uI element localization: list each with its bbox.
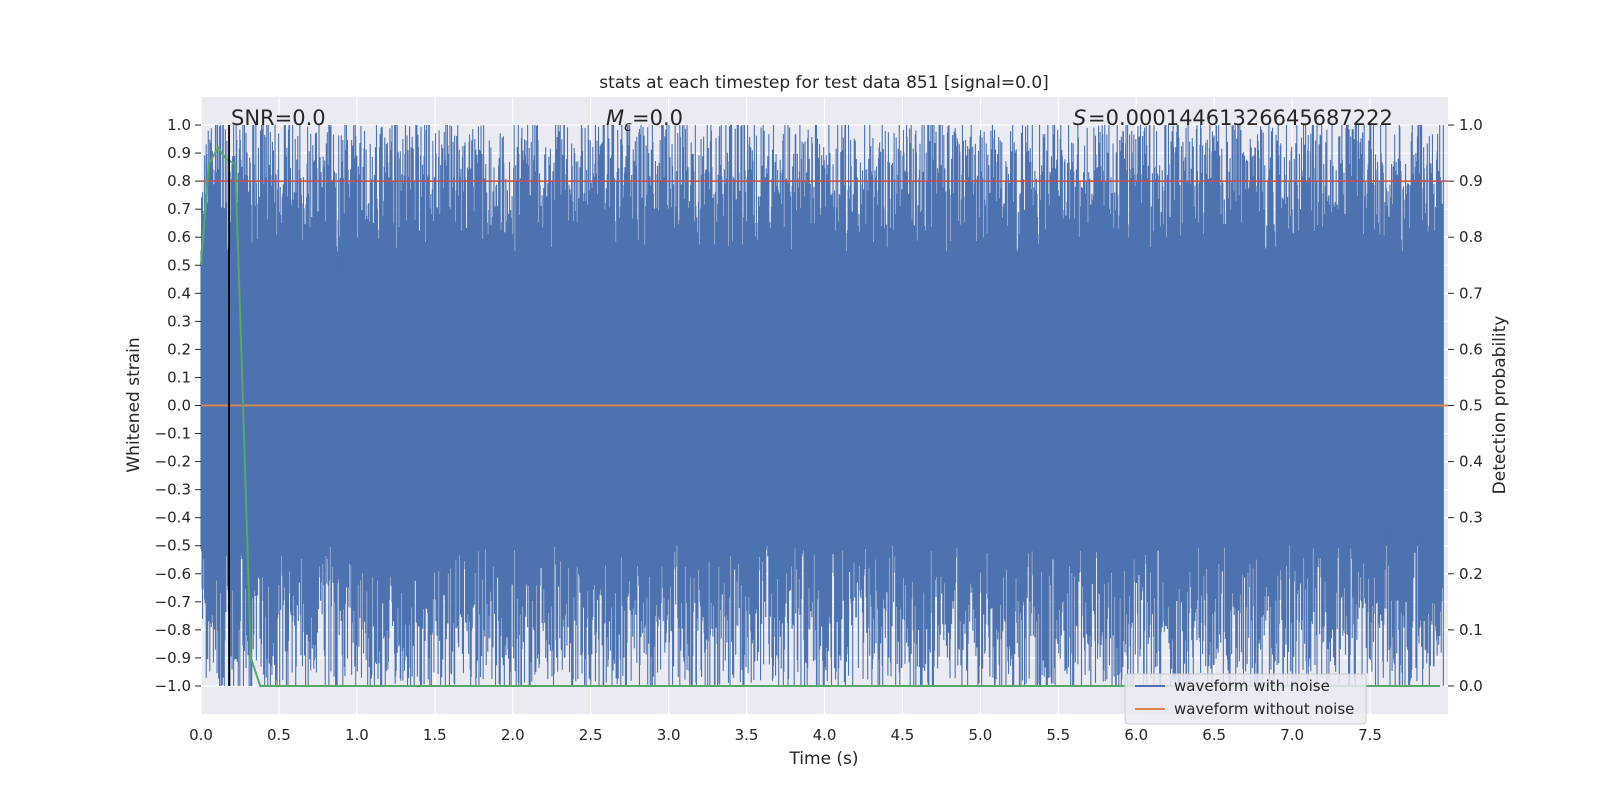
y-tick-label: −1.0 <box>155 677 191 695</box>
y-tick-label: 0.0 <box>167 397 191 415</box>
chart-title: stats at each timestep for test data 851… <box>599 73 1049 93</box>
x-tick-label: 3.5 <box>735 726 759 744</box>
y-tick-label: 0.7 <box>167 200 191 218</box>
x-tick-label: 5.0 <box>968 726 992 744</box>
x-tick-label: 0.5 <box>267 726 291 744</box>
y-right-tick-label: 1.0 <box>1459 116 1483 134</box>
y-tick-label: 0.9 <box>167 144 191 162</box>
snr-annotation: SNR=0.0 <box>231 106 326 130</box>
y-right-tick-label: 0.8 <box>1459 228 1483 246</box>
chirp-mass-value: =0.0 <box>632 106 683 130</box>
y-tick-label: −0.1 <box>155 425 191 443</box>
x-tick-label: 5.5 <box>1046 726 1070 744</box>
y-right-tick-label: 0.7 <box>1459 284 1483 302</box>
y-tick-label: −0.4 <box>155 509 191 527</box>
y-tick-label: −0.9 <box>155 649 191 667</box>
y-tick-label: −0.6 <box>155 565 191 583</box>
y-tick-label: 0.5 <box>167 256 191 274</box>
chirp-mass-annotation: M c =0.0 <box>606 106 683 135</box>
x-tick-label: 1.5 <box>423 726 447 744</box>
s-annotation: S =0.00014461326645687222 <box>1073 106 1393 130</box>
y-right-tick-label: 0.0 <box>1459 677 1483 695</box>
x-tick-label: 2.5 <box>579 726 603 744</box>
y-tick-label: −0.7 <box>155 593 191 611</box>
y-right-tick-label: 0.1 <box>1459 621 1483 639</box>
x-tick-label: 0.0 <box>189 726 213 744</box>
y-tick-label: −0.5 <box>155 537 191 555</box>
x-tick-label: 4.5 <box>891 726 915 744</box>
y-tick-label: 1.0 <box>167 116 191 134</box>
y-right-tick-label: 0.6 <box>1459 340 1483 358</box>
y-tick-label: 0.2 <box>167 340 191 358</box>
y-right-tick-label: 0.5 <box>1459 397 1483 415</box>
noise-series <box>200 125 1444 686</box>
y-right-tick-label: 0.2 <box>1459 565 1483 583</box>
x-tick-label: 6.0 <box>1124 726 1148 744</box>
y-right-tick-label: 0.4 <box>1459 453 1483 471</box>
svg-text:M: M <box>606 106 624 130</box>
y-right-tick-label: 0.9 <box>1459 172 1483 190</box>
y-tick-label: 0.1 <box>167 368 191 386</box>
y-axis-label-right: Detection probability <box>1490 316 1510 495</box>
x-tick-label: 1.0 <box>345 726 369 744</box>
y-tick-label: 0.4 <box>167 284 191 302</box>
y-right-tick-label: 0.3 <box>1459 509 1483 527</box>
legend-label-noise: waveform with noise <box>1174 677 1330 695</box>
y-axis-label: Whitened strain <box>124 337 144 472</box>
x-tick-label: 6.5 <box>1202 726 1226 744</box>
x-tick-label: 3.0 <box>657 726 681 744</box>
x-axis-label: Time (s) <box>788 749 858 769</box>
x-ticks: 0.0 0.5 1.0 1.5 2.0 2.5 3.0 3.5 4.0 4.5 5.0 5.5 6.0 6… <box>189 726 1382 744</box>
noise-trace <box>200 125 1444 686</box>
x-tick-label: 2.0 <box>501 726 525 744</box>
y-ticks-right: 1.0 0.9 0.8 0.7 0.6 0.5 0.4 0.3 0.2 0.1 0.0 <box>1448 116 1483 695</box>
y-tick-label: 0.8 <box>167 172 191 190</box>
y-tick-label: 0.3 <box>167 312 191 330</box>
overlays <box>200 125 1448 687</box>
svg-text:c: c <box>624 119 632 135</box>
svg-text:S: S <box>1073 106 1086 130</box>
legend-label-clean: waveform without noise <box>1174 700 1354 718</box>
s-value: =0.00014461326645687222 <box>1088 106 1393 130</box>
legend-box <box>1124 673 1367 725</box>
y-ticks: 1.0 0.9 0.8 0.7 0.6 0.5 0.4 0.3 0.2 0.1 0.0 −0.1 −0.… <box>155 116 201 695</box>
x-tick-label: 7.5 <box>1358 726 1382 744</box>
x-tick-label: 7.0 <box>1280 726 1304 744</box>
y-tick-label: 0.6 <box>167 228 191 246</box>
y-tick-label: −0.3 <box>155 481 191 499</box>
y-tick-label: −0.2 <box>155 453 191 471</box>
y-tick-label: −0.8 <box>155 621 191 639</box>
x-tick-label: 4.0 <box>813 726 837 744</box>
legend: waveform with noise waveform without noi… <box>1124 673 1367 725</box>
detection-probability-line <box>200 145 1441 687</box>
